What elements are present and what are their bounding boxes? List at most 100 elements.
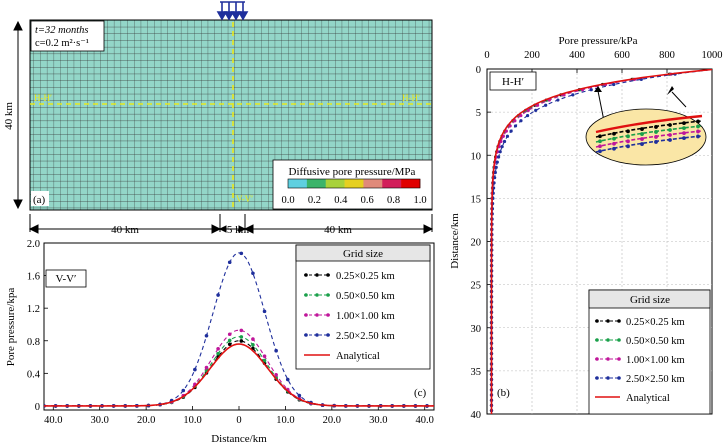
zoom-inset <box>585 86 707 166</box>
chart-c-y-tick-label: 1.6 <box>27 272 40 283</box>
chart-b-series-point <box>519 113 523 118</box>
chart-c-series-point <box>251 271 255 276</box>
chart-b-x-tick-label: 1000 <box>702 50 723 61</box>
chart-c-series-line <box>44 343 434 407</box>
inset-series-point <box>598 144 602 149</box>
chart-c-legend-marker <box>315 293 319 297</box>
info-box <box>30 20 105 52</box>
chart-c-y-tick-label: 0.4 <box>27 369 41 380</box>
colorbar-swatch <box>306 179 327 188</box>
chart-c-series-point <box>216 346 220 351</box>
chart-c-series-point <box>274 372 278 377</box>
inset-series-point <box>654 135 658 139</box>
colorbar-tick-label: 0.0 <box>281 195 294 206</box>
chart-c-legend-label: 0.50×0.50 km <box>336 291 395 302</box>
chart-c-series-point <box>216 351 220 356</box>
chart-c-legend-label: 2.50×2.50 km <box>336 331 395 342</box>
chart-c-series-point <box>262 354 267 358</box>
inset-series-point <box>640 127 644 131</box>
chart-c-xlabel: Distance/km <box>211 433 267 445</box>
depth-dimension <box>13 20 23 210</box>
chart-c-y-tick-label: 0 <box>35 402 40 413</box>
mesh-border <box>29 19 433 211</box>
chart-b-legend-marker <box>617 319 621 323</box>
chart-b-legend-label: 0.50×0.50 km <box>626 336 685 347</box>
inset-series-point <box>682 131 686 136</box>
chart-b-series-point <box>715 67 718 70</box>
chart-c-legend-marker <box>326 313 330 317</box>
chart-b-legend: Grid size 0.25×0.25 km 0.50×0.50 km 1.00×1.… <box>588 289 711 415</box>
chart-b-series-point <box>498 150 502 154</box>
inset-series-point <box>612 136 616 141</box>
inset-series-point <box>640 137 644 141</box>
inset-series-point <box>640 132 644 136</box>
chart-b-legend-marker <box>606 338 610 342</box>
chart-b-series-point <box>525 113 530 118</box>
chart-c-series-point <box>227 332 232 337</box>
chart-b-series-point <box>502 139 507 144</box>
chart-c-x-tick-label: 0 <box>236 415 241 426</box>
chart-c-series-point <box>274 348 278 353</box>
panel-b-chart: 0 200 400 600 800 1000 0 5 10 15 20 25 30 35 40 H-H′ G… <box>449 35 723 421</box>
chart-b-series-point <box>493 176 497 180</box>
chart-b-y-tick-label: 25 <box>471 281 482 292</box>
chart-c-series-point <box>285 377 290 382</box>
inset-series-point <box>696 124 700 129</box>
chart-c-series-point <box>239 335 244 339</box>
chart-b-legend-label: Analytical <box>626 393 670 404</box>
chart-c-legend-label: Analytical <box>336 351 380 362</box>
chart-c-series-point <box>297 393 302 398</box>
chart-b-y-tick-label: 0 <box>476 65 481 76</box>
colorbar-swatch <box>344 179 364 188</box>
chart-c-legend-marker <box>326 333 330 337</box>
chart-b-legend-title: Grid size <box>630 294 670 306</box>
chart-b-title-box <box>489 71 537 91</box>
chart-c-x-tick-label: 10.0 <box>276 415 294 426</box>
colorbar-swatch <box>288 179 308 188</box>
chart-b-legend-marker <box>595 319 599 323</box>
chart-b-y-tick-label: 10 <box>471 151 482 162</box>
chart-b-y-tick-label: 35 <box>471 367 482 378</box>
chart-b-series-point <box>571 93 575 97</box>
colorbar-swatch <box>363 179 383 188</box>
dim-mid-label: 5 km <box>227 224 250 236</box>
inset-series-point <box>626 134 630 139</box>
chart-b-legend-marker <box>617 357 621 361</box>
inset-series-line <box>595 120 703 138</box>
inset-series-point <box>612 131 616 136</box>
chart-b-legend-marker <box>606 376 610 380</box>
chart-b-legend-label: 0.25×0.25 km <box>626 317 685 328</box>
colorbar-swatch <box>401 179 421 188</box>
chart-b-series-line <box>490 69 712 414</box>
chart-b-series-point <box>494 165 498 169</box>
chart-b-legend-marker <box>606 319 610 323</box>
inset-series-point <box>640 142 644 146</box>
chart-c-series-point <box>204 334 209 338</box>
chart-b-series-point <box>496 155 501 159</box>
panel-c-chart: 40.0 30.0 20.0 10.0 0 10.0 20.0 30.0 40.0 0 0.4 0.8… <box>5 239 435 445</box>
chart-c-series-point <box>216 293 220 297</box>
chart-c-series-point <box>239 251 244 256</box>
chart-c-legend-marker <box>326 293 330 297</box>
inset-series-line <box>595 135 703 153</box>
inset-series-point <box>626 139 630 144</box>
chart-c-x-tick-label: 10.0 <box>183 415 201 426</box>
inset-series-point <box>654 130 658 134</box>
chart-c-legend: Grid size 0.25×0.25 km 0.50×0.50 km 1.00×1.… <box>295 244 431 370</box>
chart-c-series-point <box>227 260 232 265</box>
chart-b-xlabel: Pore pressure/kPa <box>558 35 637 47</box>
chart-c-series-point <box>251 343 255 347</box>
chart-c-legend-title: Grid size <box>343 248 383 260</box>
inset-series-point <box>668 128 672 132</box>
chart-b-series-point <box>493 170 497 175</box>
chart-c-x-tick-label: 40.0 <box>44 415 62 426</box>
chart-c-series-point <box>251 337 255 341</box>
colorbar-swatch <box>325 179 345 188</box>
inset-series-point <box>612 146 616 151</box>
colorbar-frame <box>287 178 421 189</box>
chart-b-legend-label: 2.50×2.50 km <box>626 374 685 385</box>
chart-b-series-point <box>495 160 499 164</box>
chart-c-y-tick-label: 0.8 <box>27 337 40 348</box>
chart-c-x-tick-label: 20.0 <box>137 415 155 426</box>
